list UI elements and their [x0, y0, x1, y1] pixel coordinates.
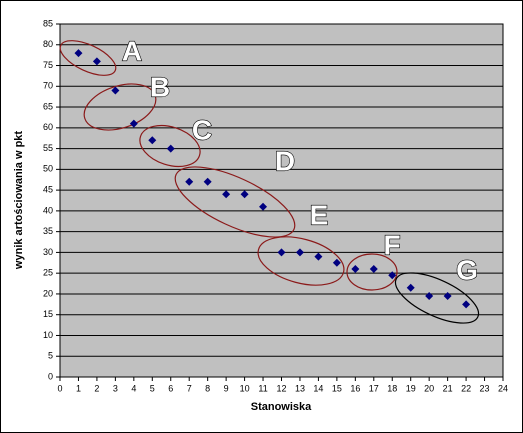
- data-point: [222, 190, 231, 199]
- y-tick-label: 70: [43, 81, 53, 91]
- x-tick-label: 18: [387, 383, 397, 393]
- y-tick-label: 10: [43, 330, 53, 340]
- x-tick-label: 14: [313, 383, 323, 393]
- y-tick-label: 55: [43, 143, 53, 153]
- data-point: [74, 49, 83, 58]
- data-point: [148, 136, 157, 145]
- data-point: [388, 271, 397, 280]
- group-label: A: [122, 35, 142, 66]
- x-axis-title: Stanowiska: [251, 401, 312, 413]
- data-point: [314, 252, 323, 261]
- y-tick-label: 80: [43, 39, 53, 49]
- y-tick-label: 0: [48, 371, 53, 381]
- x-tick-label: 0: [57, 383, 62, 393]
- x-tick-label: 7: [187, 383, 192, 393]
- group-label: F: [383, 229, 400, 260]
- y-axis-title: wynik artościowania w pkt: [13, 131, 25, 270]
- group-ellipse: [83, 83, 157, 131]
- data-point: [259, 202, 268, 211]
- y-tick-label: 45: [43, 184, 53, 194]
- y-tick-label: 50: [43, 164, 53, 174]
- group-label: B: [150, 71, 170, 102]
- y-tick-label: 85: [43, 18, 53, 28]
- x-tick-label: 1: [76, 383, 81, 393]
- y-tick-label: 75: [43, 60, 53, 70]
- x-tick-label: 8: [205, 383, 210, 393]
- y-tick-label: 30: [43, 247, 53, 257]
- y-tick-label: 15: [43, 309, 53, 319]
- data-point: [277, 248, 286, 257]
- data-point: [462, 300, 471, 309]
- x-tick-label: 13: [295, 383, 305, 393]
- y-tick-label: 25: [43, 268, 53, 278]
- y-tick-label: 60: [43, 122, 53, 132]
- x-tick-label: 4: [131, 383, 136, 393]
- y-tick-label: 40: [43, 205, 53, 215]
- x-tick-label: 24: [498, 383, 508, 393]
- x-tick-label: 12: [276, 383, 286, 393]
- x-tick-label: 16: [350, 383, 360, 393]
- x-tick-label: 20: [424, 383, 434, 393]
- group-ellipse: [394, 272, 480, 324]
- data-point: [351, 265, 360, 274]
- group-label: C: [192, 114, 212, 145]
- x-tick-label: 19: [406, 383, 416, 393]
- data-point: [332, 258, 341, 267]
- group-ellipse: [346, 253, 398, 291]
- x-tick-label: 6: [168, 383, 173, 393]
- x-tick-label: 9: [224, 383, 229, 393]
- data-point: [425, 292, 434, 301]
- x-tick-label: 3: [113, 383, 118, 393]
- group-ellipse: [139, 124, 201, 168]
- data-point: [111, 86, 120, 95]
- y-tick-label: 20: [43, 288, 53, 298]
- group-ellipse: [257, 236, 345, 286]
- x-tick-label: 21: [443, 383, 453, 393]
- data-point: [443, 292, 452, 301]
- x-tick-label: 17: [369, 383, 379, 393]
- data-point: [369, 265, 378, 274]
- plot-area: [60, 24, 503, 377]
- plot-border: [59, 23, 504, 378]
- x-tick-label: 5: [150, 383, 155, 393]
- group-ellipse: [174, 166, 296, 238]
- y-tick-label: 5: [48, 351, 53, 361]
- data-point: [185, 177, 194, 186]
- data-point: [240, 190, 249, 199]
- x-tick-label: 22: [461, 383, 471, 393]
- y-tick-label: 35: [43, 226, 53, 236]
- data-point: [406, 283, 415, 292]
- x-tick-label: 2: [94, 383, 99, 393]
- y-tick-label: 65: [43, 101, 53, 111]
- x-tick-label: 11: [258, 383, 267, 393]
- data-point: [203, 177, 212, 186]
- group-label: G: [456, 254, 478, 285]
- data-point: [129, 119, 138, 128]
- data-point: [92, 57, 101, 66]
- x-tick-label: 15: [332, 383, 342, 393]
- group-label: D: [275, 145, 295, 176]
- x-tick-label: 23: [480, 383, 490, 393]
- data-point: [295, 248, 304, 257]
- x-tick-label: 10: [240, 383, 250, 393]
- group-label: E: [310, 199, 329, 230]
- group-ellipse: [59, 40, 117, 76]
- data-point: [166, 144, 175, 153]
